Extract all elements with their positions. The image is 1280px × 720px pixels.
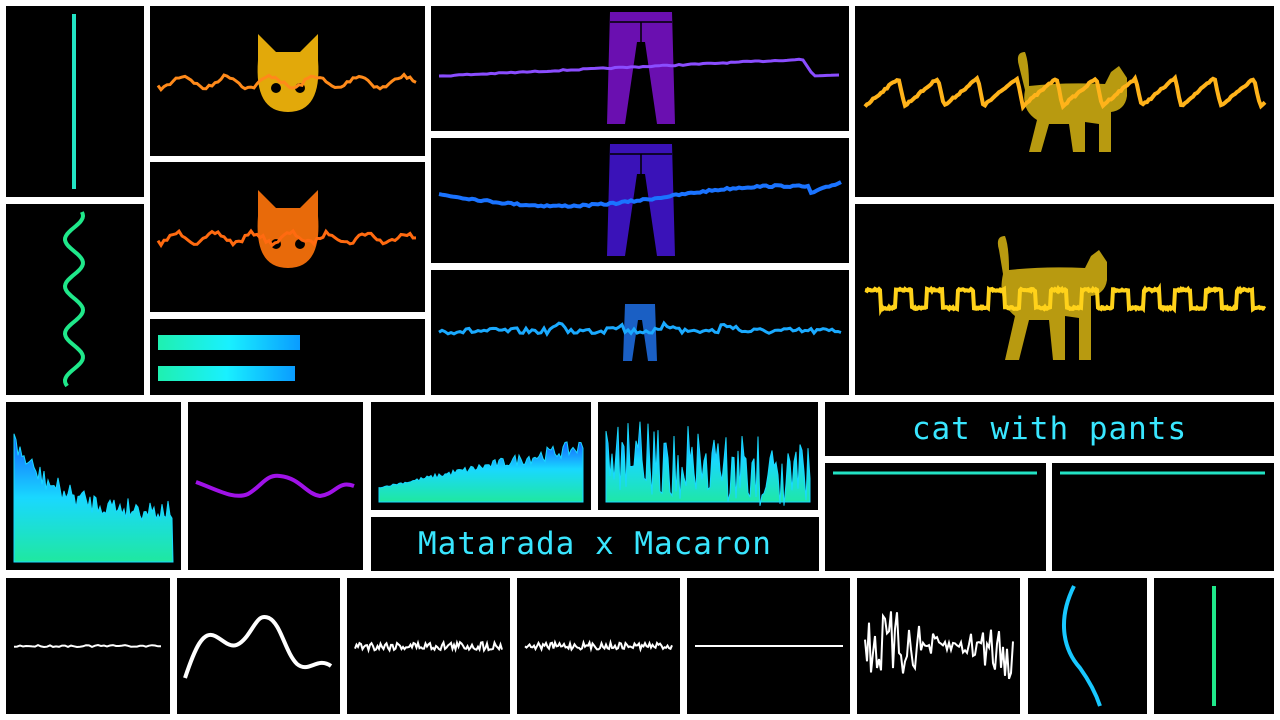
blue-pants-panel xyxy=(431,270,849,395)
teal-flat-line xyxy=(1060,471,1265,475)
orange-noisy-wave xyxy=(156,72,417,93)
violet-smooth-wave xyxy=(195,473,355,499)
green-vertical-panel xyxy=(1154,578,1274,714)
teal-vertical-line-panel xyxy=(6,6,144,197)
white-flat-line xyxy=(695,645,843,647)
cat-with-pants-title-panel: cat with pants xyxy=(825,402,1274,456)
gradient-bar xyxy=(158,335,300,350)
green-vertical-wiggle xyxy=(62,211,86,388)
white-flat-panel-1 xyxy=(6,578,170,714)
decay-area-panel xyxy=(6,402,181,570)
white-spiky-panel xyxy=(857,578,1020,714)
orange-cat-panel xyxy=(150,162,425,312)
gradient-bars-panel xyxy=(150,319,425,395)
purple-pants-panel xyxy=(431,6,849,131)
cat-with-pants-title: cat with pants xyxy=(911,411,1188,447)
cat-face-icon xyxy=(257,34,319,112)
matarada-title: Matarada x Macaron xyxy=(418,526,772,562)
spiky-area-chart xyxy=(605,421,811,506)
sky-noisy-line xyxy=(438,320,842,338)
matarada-title-panel: Matarada x Macaron xyxy=(371,517,819,571)
white-smooth-curve xyxy=(183,615,333,679)
gradient-bar xyxy=(158,366,295,381)
yellow-square-wave xyxy=(864,282,1267,317)
green-wiggle-panel xyxy=(6,204,144,395)
white-noise-line xyxy=(524,638,673,653)
cyan-curve-panel xyxy=(1028,578,1147,714)
spiky-area-panel xyxy=(598,402,818,510)
pants-icon xyxy=(607,12,675,124)
white-flat-line xyxy=(13,643,161,649)
teal-vertical-line xyxy=(72,14,76,189)
amber-cat-panel xyxy=(855,6,1274,197)
amber-sawtooth-wave xyxy=(863,73,1267,112)
flat-line-panel-left xyxy=(825,463,1046,571)
teal-flat-line xyxy=(833,471,1037,475)
gold-cat-panel xyxy=(150,6,425,156)
decay-area-chart xyxy=(13,433,174,563)
flat-line-panel-right xyxy=(1052,463,1274,571)
white-noise-line xyxy=(354,639,503,654)
violet-wave-panel xyxy=(188,402,363,570)
purple-trend-line xyxy=(438,57,840,78)
white-smooth-panel xyxy=(177,578,340,714)
walking-cat-icon xyxy=(1017,52,1127,152)
orange-noisy-wave xyxy=(156,228,417,249)
white-noise-panel-1 xyxy=(347,578,510,714)
white-flat-panel-2 xyxy=(687,578,850,714)
cat-face-icon xyxy=(257,190,319,268)
cyan-curve xyxy=(1062,585,1102,707)
blue-wave-line xyxy=(438,180,842,209)
pants-icon xyxy=(607,144,675,256)
indigo-pants-panel xyxy=(431,138,849,263)
green-vertical-line xyxy=(1212,586,1216,706)
rising-area-panel xyxy=(371,402,591,510)
pants-icon xyxy=(623,304,657,361)
white-spiky-line xyxy=(864,611,1014,680)
yellow-cat-panel xyxy=(855,204,1274,395)
white-noise-panel-2 xyxy=(517,578,680,714)
rising-area-chart xyxy=(378,441,584,503)
